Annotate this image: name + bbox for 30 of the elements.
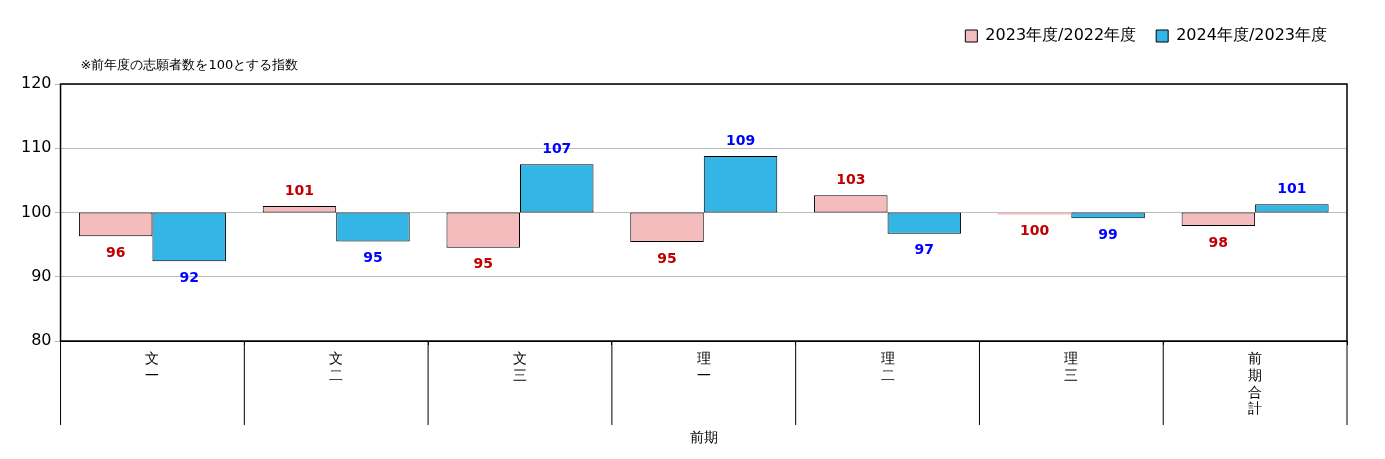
data-label: 92: [179, 268, 199, 285]
data-label: 109: [725, 131, 756, 148]
data-label: 96: [105, 243, 126, 260]
y-tick-label: 110: [20, 137, 52, 157]
data-label: 101: [1277, 179, 1307, 196]
data-label: 107: [542, 139, 572, 156]
data-label: 100: [1019, 222, 1050, 239]
legend-label: 2023年度/2022年度: [985, 25, 1137, 45]
x-tick-label: 理三: [1064, 350, 1079, 383]
x-tick-label: 理二: [880, 350, 895, 383]
text: ※前年度の志願者数を100とする指数: [80, 57, 299, 73]
x-tick-label: 理一: [696, 350, 711, 383]
legend-label: 2024年度/2023年度: [1176, 25, 1327, 45]
y-tick-label: 80: [31, 330, 52, 350]
data-label: 99: [1098, 225, 1118, 242]
x-axis-title: 前期: [689, 429, 718, 446]
data-label: 103: [836, 170, 866, 187]
x-tick-label: 文一: [145, 350, 160, 383]
data-label: 95: [473, 255, 493, 272]
x-tick-label: 文二: [329, 350, 344, 383]
data-label: 98: [1208, 233, 1229, 250]
x-tick-label: 前期合計: [1248, 350, 1263, 417]
data-label: 95: [657, 249, 677, 266]
data-label: 95: [363, 249, 383, 266]
data-label: 101: [284, 181, 315, 198]
x-tick-label: 文三: [512, 350, 527, 383]
y-tick-label: 90: [31, 265, 52, 285]
y-tick-label: 100: [20, 201, 52, 221]
data-label: 97: [914, 241, 935, 258]
y-tick-label: 120: [20, 73, 52, 93]
